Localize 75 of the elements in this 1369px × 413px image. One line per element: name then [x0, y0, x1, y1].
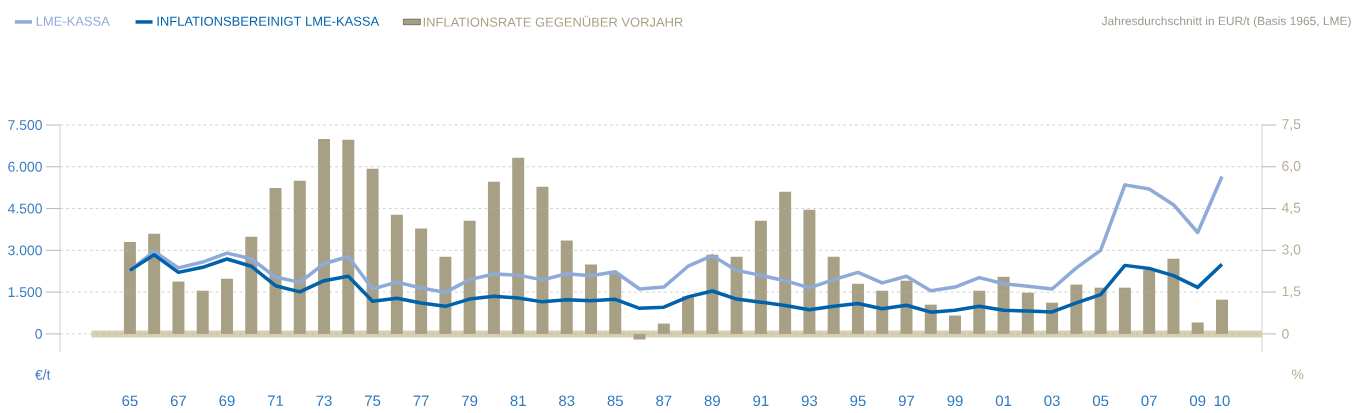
x-tick-label: 91 — [753, 395, 769, 407]
y2-axis-title: % — [1292, 369, 1304, 380]
bar — [342, 139, 355, 334]
y-tick-label: 3.000 — [8, 245, 42, 256]
x-tick-label: 65 — [122, 395, 138, 407]
y-tick-label: 4.500 — [7, 203, 42, 214]
bar — [123, 241, 136, 334]
y-tick-label: 6.000 — [8, 161, 42, 172]
bar — [1215, 299, 1228, 334]
bar — [390, 214, 403, 334]
bar — [657, 323, 670, 334]
y-tick-label: 1.500 — [8, 287, 42, 298]
x-tick-label: 09 — [1189, 395, 1206, 407]
legend-label: INFLATIONSRATE GEGENÜBER VORJAHR — [423, 15, 683, 27]
y2-tick-label: 6,0 — [1282, 161, 1301, 173]
bar — [682, 296, 695, 334]
x-tick-label: 87 — [656, 395, 672, 407]
bar — [851, 283, 864, 334]
text: Jahresdurchschnitt in EUR/t (Basis 1965, LME) — [1101, 16, 1351, 28]
bar — [949, 315, 962, 334]
x-tick-label: 03 — [1044, 395, 1060, 407]
line-series — [128, 253, 1224, 314]
bar — [754, 220, 767, 334]
y2-tick-label: 0 — [1282, 328, 1289, 339]
legend-label: LME-KASSA — [36, 16, 110, 26]
x-tick-label: 01 — [995, 395, 1012, 407]
x-tick-label: 81 — [510, 395, 526, 407]
x-tick-label: 83 — [559, 395, 575, 407]
x-tick-label: 77 — [413, 395, 429, 406]
x-tick-label: 05 — [1092, 395, 1109, 407]
x-tick-label: 97 — [898, 395, 915, 407]
bar — [1143, 269, 1156, 334]
bar — [487, 181, 500, 334]
bar — [269, 187, 282, 334]
x-tick-label: 67 — [170, 395, 186, 407]
x-tick-label: 75 — [365, 395, 381, 406]
bar — [779, 191, 792, 334]
y2-tick-label: 3,0 — [1282, 244, 1301, 257]
bar — [609, 273, 622, 334]
bar — [293, 180, 306, 334]
bar — [900, 280, 913, 334]
bar — [803, 209, 816, 334]
y2-tick-label: 7,5 — [1282, 119, 1301, 131]
x-tick-label: 95 — [850, 395, 866, 407]
bar — [415, 228, 428, 334]
bar — [1191, 322, 1204, 334]
bar — [366, 168, 379, 334]
bar — [196, 290, 209, 334]
y-tick-label: 7.500 — [8, 120, 42, 130]
bar — [1118, 287, 1131, 334]
line-series — [128, 174, 1224, 295]
x-tick-label: 10 — [1214, 395, 1230, 407]
x-tick-label: 73 — [316, 395, 332, 407]
x-tick-label: 79 — [462, 395, 478, 407]
bar — [172, 281, 185, 334]
bar — [1167, 258, 1180, 334]
x-tick-label: 07 — [1141, 395, 1157, 407]
legend-label: INFLATIONSBEREINIGT LME-KASSA — [157, 16, 380, 26]
x-tick-label: 99 — [947, 395, 963, 407]
x-tick-label: 69 — [219, 395, 235, 407]
bar — [536, 186, 549, 334]
y-tick-label: 0 — [35, 328, 42, 339]
bar — [318, 138, 331, 334]
bar — [706, 254, 719, 334]
x-tick-label: 85 — [607, 395, 623, 407]
x-tick-label: 71 — [267, 395, 284, 406]
x-tick-label: 93 — [801, 395, 818, 407]
bar — [512, 157, 525, 334]
y2-tick-label: 4,5 — [1281, 202, 1301, 215]
bar — [148, 233, 161, 334]
bar — [220, 278, 233, 334]
y-axis-title: €/t — [35, 369, 51, 380]
bar — [463, 220, 476, 334]
y2-tick-label: 1,5 — [1282, 286, 1301, 298]
x-tick-label: 89 — [704, 395, 720, 407]
